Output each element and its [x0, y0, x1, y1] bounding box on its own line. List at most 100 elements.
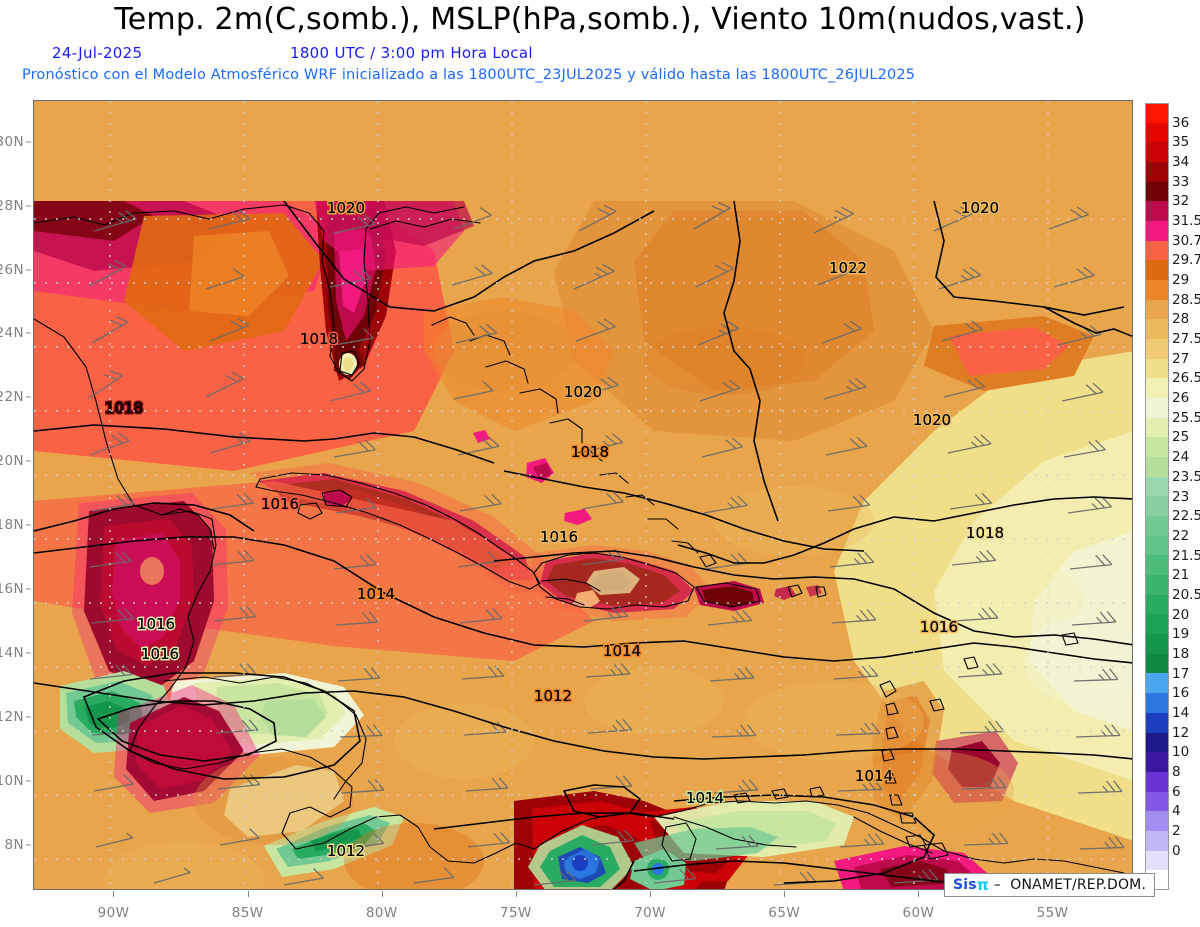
- colorbar-swatch: [1145, 850, 1169, 871]
- colorbar-tick-label: 19: [1172, 626, 1190, 643]
- svg-text:1016: 1016: [137, 615, 175, 633]
- colorbar-swatch: [1145, 653, 1169, 674]
- x-axis-tick-label: 85W: [231, 905, 264, 921]
- y-axis-tick-mark: [26, 460, 31, 462]
- colorbar-swatch: [1145, 299, 1169, 320]
- colorbar-swatch: [1145, 437, 1169, 458]
- colorbar-tick-label: 24: [1172, 449, 1190, 466]
- colorbar-tick-label: 26.5: [1172, 370, 1200, 387]
- y-axis-tick-label: 22N: [0, 389, 24, 406]
- svg-text:1020: 1020: [564, 383, 602, 401]
- x-axis-tick-label: 70W: [634, 905, 666, 921]
- y-axis-tick-mark: [26, 332, 31, 334]
- svg-text:1020: 1020: [961, 199, 999, 217]
- colorbar-tick-label: 29: [1172, 272, 1190, 289]
- colorbar-tick-label: 21: [1172, 567, 1190, 584]
- y-axis-tick-label: 24N: [0, 325, 24, 342]
- svg-text:1018: 1018: [966, 524, 1004, 542]
- colorbar-swatch: [1145, 358, 1169, 379]
- x-axis: 90W 85W 80W 75W 70W 65W 60W 55W: [33, 891, 1133, 927]
- colorbar-swatch: [1145, 712, 1169, 733]
- colorbar-swatch: [1145, 280, 1169, 300]
- colorbar-swatch: [1145, 673, 1169, 694]
- attribution-badge: Sis π – ONAMET/REP.DOM.: [944, 873, 1156, 897]
- colorbar-swatch: [1145, 555, 1169, 576]
- svg-text:1020: 1020: [913, 411, 951, 429]
- svg-text:1012: 1012: [327, 842, 365, 860]
- colorbar-swatch: [1145, 417, 1169, 438]
- map-plot-area[interactable]: 1020 1020 1020 1020 1022 1022 1018 1018: [33, 100, 1133, 890]
- colorbar-tick-label: 25: [1172, 429, 1190, 446]
- colorbar-swatch: [1145, 752, 1169, 772]
- svg-text:1020: 1020: [564, 383, 602, 401]
- colorbar-swatch: [1145, 535, 1169, 556]
- temperature-colorbar[interactable]: [1145, 103, 1169, 890]
- colorbar-tick-label: 10: [1172, 744, 1190, 761]
- colorbar-tick-label: 16: [1172, 685, 1190, 702]
- colorbar-tick-label: 30.7: [1172, 232, 1200, 249]
- svg-text:1020: 1020: [327, 199, 365, 217]
- y-axis-tick-label: 16N: [0, 581, 24, 598]
- y-axis-tick-mark: [26, 141, 31, 143]
- x-axis-tick-mark: [113, 891, 115, 897]
- svg-text:1020: 1020: [961, 199, 999, 217]
- colorbar-tick-label: 23.5: [1172, 468, 1200, 485]
- colorbar-swatch: [1145, 319, 1169, 340]
- colorbar-tick-label: 18: [1172, 645, 1190, 662]
- colorbar-tick-label: 36: [1172, 114, 1190, 131]
- forecast-date: 24-Jul-2025: [52, 44, 143, 62]
- svg-text:1016: 1016: [141, 645, 179, 663]
- colorbar-tick-label: 22: [1172, 527, 1190, 544]
- y-axis-tick-label: 30N: [0, 133, 24, 150]
- colorbar-tick-label: 2: [1172, 822, 1181, 839]
- svg-text:1014: 1014: [855, 767, 893, 785]
- colorbar-swatch: [1145, 614, 1169, 635]
- colorbar-swatch: [1145, 378, 1169, 399]
- y-axis-tick-label: 8N: [4, 837, 24, 854]
- colorbar-swatch: [1145, 830, 1169, 851]
- brand-name: Sis: [953, 877, 977, 893]
- y-axis-tick-mark: [26, 652, 31, 654]
- organization-name: ONAMET/REP.DOM.: [1010, 877, 1147, 893]
- colorbar-swatch: [1145, 398, 1169, 418]
- colorbar-tick-label: 35: [1172, 134, 1190, 151]
- colorbar-swatch: [1145, 162, 1169, 182]
- y-axis-tick-mark: [26, 205, 31, 207]
- colorbar-swatch: [1145, 771, 1169, 792]
- svg-text:1014: 1014: [357, 585, 395, 603]
- colorbar-tick-label: 27: [1172, 350, 1190, 367]
- colorbar-swatch: [1145, 201, 1169, 222]
- x-axis-tick-label: 90W: [97, 905, 130, 921]
- x-axis-tick-mark: [784, 891, 786, 897]
- model-description: Pronóstico con el Modelo Atmosférico WRF…: [22, 67, 916, 83]
- svg-text:1020: 1020: [327, 199, 365, 217]
- svg-text:1016: 1016: [261, 495, 299, 513]
- svg-text:1018: 1018: [571, 443, 609, 461]
- svg-text:1016: 1016: [540, 528, 578, 546]
- colorbar-swatch: [1145, 594, 1169, 615]
- y-axis-tick-mark: [26, 269, 31, 270]
- x-axis-tick-label: 80W: [365, 905, 398, 921]
- page-title: Temp. 2m(C,somb.), MSLP(hPa,somb.), Vien…: [114, 2, 1086, 37]
- colorbar-tick-label: 8: [1172, 763, 1181, 780]
- svg-text:1014: 1014: [357, 585, 395, 603]
- colorbar-tick-label: 6: [1172, 783, 1181, 800]
- svg-text:1018: 1018: [105, 399, 143, 417]
- svg-text:1016: 1016: [920, 618, 958, 636]
- weather-map: 1020 1020 1020 1020 1022 1022 1018 1018: [34, 101, 1132, 889]
- colorbar-swatch: [1145, 181, 1169, 202]
- y-axis-tick-mark: [26, 588, 31, 590]
- svg-text:1016: 1016: [137, 615, 175, 633]
- y-axis-tick-label: 10N: [0, 773, 24, 790]
- colorbar-swatch: [1145, 240, 1169, 261]
- x-axis-tick-mark: [650, 891, 652, 897]
- x-axis-tick-label: 55W: [1036, 905, 1069, 921]
- colorbar-tick-label: 14: [1172, 704, 1190, 721]
- y-axis-tick-mark: [26, 396, 31, 398]
- colorbar-tick-label: 21.5: [1172, 547, 1200, 564]
- colorbar-swatch: [1145, 732, 1169, 753]
- svg-text:1014: 1014: [855, 767, 893, 785]
- svg-text:1018: 1018: [571, 443, 609, 461]
- colorbar-tick-label: 17: [1172, 665, 1190, 682]
- y-axis-tick-mark: [26, 780, 31, 782]
